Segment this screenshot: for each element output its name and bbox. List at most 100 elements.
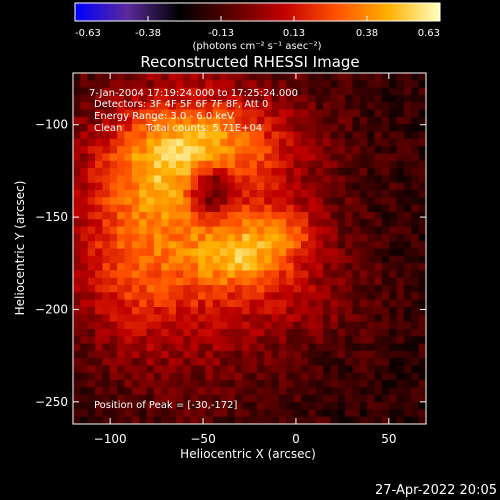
heatmap-cell — [264, 124, 273, 133]
heatmap-cell — [411, 94, 420, 103]
heatmap-cell — [161, 350, 170, 359]
heatmap-cell — [190, 387, 199, 396]
heatmap-cell — [293, 80, 302, 89]
x-tick-label: 0 — [292, 432, 300, 446]
heatmap-cell — [264, 160, 273, 169]
heatmap-cell — [374, 233, 383, 242]
heatmap-cell — [124, 131, 133, 140]
heatmap-cell — [374, 131, 383, 140]
heatmap-cell — [117, 102, 126, 111]
heatmap-cell — [300, 277, 309, 286]
heatmap-cell — [73, 131, 81, 140]
heatmap-cell — [183, 380, 192, 389]
heatmap-cell — [234, 73, 243, 81]
heatmap-cell — [220, 248, 229, 257]
heatmap-cell — [352, 358, 361, 367]
heatmap-cell — [345, 87, 354, 96]
heatmap-cell — [87, 116, 96, 125]
heatmap-cell — [271, 343, 280, 352]
heatmap-cell — [352, 211, 361, 220]
heatmap-cell — [403, 182, 412, 191]
heatmap-cell — [234, 146, 243, 155]
heatmap-cell — [411, 380, 420, 389]
heatmap-cell — [418, 160, 426, 169]
heatmap-cell — [352, 102, 361, 111]
heatmap-cell — [345, 416, 354, 424]
heatmap-cell — [271, 299, 280, 308]
heatmap-cell — [300, 226, 309, 235]
heatmap-cell — [139, 204, 148, 213]
heatmap-cell — [205, 270, 214, 279]
heatmap-cell — [109, 372, 118, 381]
heatmap-cell — [102, 358, 111, 367]
heatmap-cell — [198, 387, 206, 396]
heatmap-cell — [411, 263, 420, 272]
heatmap-cell — [234, 175, 243, 184]
heatmap-cell — [300, 336, 309, 345]
heatmap-cell — [109, 248, 118, 257]
heatmap-cell — [146, 153, 155, 162]
heatmap-cell — [278, 153, 287, 162]
annotations: 7-Jan-2004 17:19:24.000 to 17:25:24.000 … — [89, 88, 298, 411]
heatmap-cell — [389, 270, 398, 279]
heatmap-cell — [367, 175, 376, 184]
heatmap-cell — [278, 233, 287, 242]
heatmap-cell — [315, 160, 324, 169]
heatmap-cell — [315, 168, 324, 176]
heatmap-cell — [374, 226, 383, 235]
heatmap-cell — [389, 299, 398, 308]
heatmap-cell — [315, 226, 324, 235]
heatmap-cell — [109, 387, 118, 396]
heatmap-cell — [131, 358, 140, 367]
heatmap-cell — [403, 321, 412, 330]
heatmap-cell — [337, 241, 346, 250]
heatmap-cell — [271, 182, 280, 191]
heatmap-cell — [396, 146, 405, 155]
heatmap-cell — [234, 380, 243, 389]
heatmap-cell — [212, 248, 221, 257]
heatmap-cell — [146, 94, 155, 103]
heatmap-cell — [146, 328, 155, 337]
heatmap-cell — [286, 182, 295, 191]
heatmap-cell — [183, 109, 192, 118]
heatmap-cell — [264, 87, 273, 96]
heatmap-cell — [278, 255, 287, 264]
heatmap-cell — [242, 175, 251, 184]
heatmap-cell — [308, 343, 317, 352]
heatmap-cell — [117, 182, 126, 191]
heatmap-cell — [124, 87, 133, 96]
heatmap-cell — [220, 116, 229, 125]
heatmap-cell — [146, 109, 155, 118]
heatmap-cell — [278, 263, 287, 272]
heatmap-cell — [367, 241, 376, 250]
heatmap-cell — [352, 168, 361, 176]
heatmap-cell — [345, 73, 354, 81]
heatmap-cell — [102, 314, 111, 323]
heatmap-cell — [153, 416, 162, 424]
heatmap-cell — [205, 248, 214, 257]
heatmap-cell — [249, 380, 258, 389]
heatmap-cell — [330, 116, 339, 125]
heatmap-cell — [102, 241, 111, 250]
heatmap-cell — [381, 409, 390, 418]
heatmap-cell — [396, 263, 405, 272]
heatmap-cell — [124, 270, 133, 279]
heatmap-cell — [242, 80, 251, 89]
heatmap-cell — [198, 409, 206, 418]
heatmap-cell — [153, 292, 162, 301]
heatmap-cell — [227, 292, 236, 301]
heatmap-cell — [234, 409, 243, 418]
heatmap-cell — [249, 73, 258, 81]
heatmap-cell — [87, 350, 96, 359]
y-tick-label: −100 — [35, 118, 68, 132]
heatmap-cell — [227, 182, 236, 191]
heatmap-cell — [308, 292, 317, 301]
heatmap-cell — [315, 372, 324, 381]
heatmap-cell — [352, 314, 361, 323]
heatmap-cell — [227, 197, 236, 206]
heatmap-cell — [102, 270, 111, 279]
heatmap-cell — [271, 168, 280, 176]
heatmap-cell — [198, 394, 206, 403]
heatmap-cell — [227, 402, 236, 410]
heatmap-cell — [293, 343, 302, 352]
